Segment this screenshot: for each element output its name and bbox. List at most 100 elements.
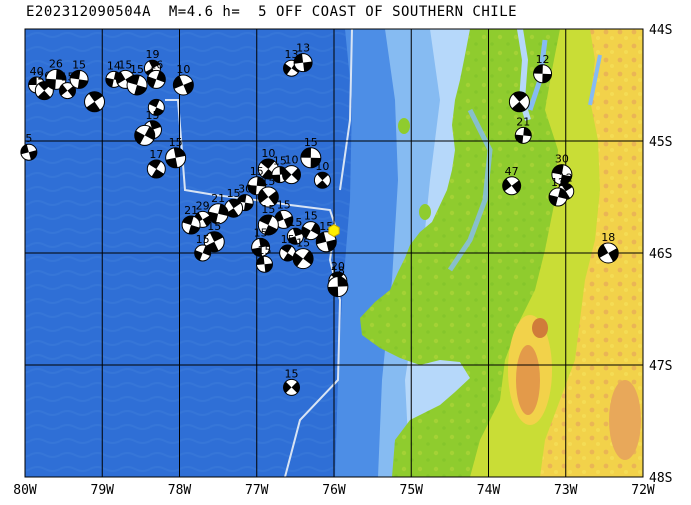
latitude-labels: 44S 45S 46S 47S 48S bbox=[649, 23, 672, 486]
focal-mechanism[interactable]: 30 bbox=[551, 153, 573, 186]
focal-mechanism[interactable]: 5 bbox=[20, 132, 38, 161]
focal-mechanism[interactable]: 15 bbox=[126, 63, 148, 96]
beachball-quadrant bbox=[608, 248, 619, 262]
focal-mechanism[interactable]: 15 bbox=[301, 210, 321, 241]
focal-mechanism[interactable]: 15 bbox=[255, 244, 273, 273]
beachball-quadrant bbox=[208, 211, 219, 224]
beachball-quadrant bbox=[243, 202, 254, 211]
beachball-quadrant bbox=[282, 168, 292, 182]
focal-mechanism[interactable]: 47 bbox=[502, 165, 522, 196]
depth-label: 15 bbox=[304, 136, 318, 149]
focal-mechanism[interactable]: 15 bbox=[257, 175, 279, 208]
focal-mechanism[interactable]: 15 bbox=[292, 237, 314, 270]
depth-label: 15 bbox=[118, 58, 132, 71]
beachball-quadrant bbox=[260, 159, 275, 169]
beachball-quadrant bbox=[310, 157, 321, 168]
beachball-quadrant bbox=[316, 232, 327, 245]
depth-label: 5 bbox=[25, 132, 32, 145]
focal-mechanism[interactable]: 17 bbox=[146, 148, 166, 179]
focal-mechanism[interactable]: 12 bbox=[533, 53, 553, 84]
lon-tick-label: 76W bbox=[322, 483, 346, 498]
beachball-quadrant bbox=[228, 199, 242, 209]
focal-mechanism[interactable]: 15 bbox=[69, 58, 89, 89]
focal-mechanism[interactable] bbox=[147, 98, 165, 116]
depth-label: 15 bbox=[250, 165, 264, 178]
focal-mechanism[interactable]: 15 bbox=[279, 233, 297, 262]
depth-label: 15 bbox=[207, 220, 221, 233]
lon-tick-label: 73W bbox=[554, 483, 578, 498]
focal-mechanism[interactable]: 18 bbox=[327, 265, 349, 298]
beachball-quadrant bbox=[552, 164, 564, 175]
beachball-quadrant bbox=[502, 178, 512, 192]
depth-label: 13 bbox=[296, 42, 310, 55]
focal-mechanism[interactable]: 10 bbox=[313, 160, 331, 189]
focal-mechanism[interactable] bbox=[134, 124, 156, 146]
focal-mechanism[interactable]: 15 bbox=[300, 136, 322, 169]
fjord-4 bbox=[447, 108, 493, 272]
beachball-quadrant bbox=[533, 64, 543, 74]
beachball-quadrant bbox=[598, 244, 609, 258]
beachball-quadrant bbox=[194, 250, 203, 261]
beachball-quadrant bbox=[127, 75, 140, 85]
depth-label: 26 bbox=[49, 57, 63, 70]
depth-label: 21 bbox=[184, 204, 198, 217]
beachball-quadrant bbox=[326, 239, 337, 252]
beachball-quadrant bbox=[28, 150, 37, 160]
beachball-quadrant bbox=[337, 276, 348, 287]
depth-label: 15 bbox=[257, 244, 271, 257]
focal-mechanism[interactable]: 16 bbox=[146, 58, 166, 89]
beachball-quadrant bbox=[188, 225, 200, 234]
depth-label: 14 bbox=[107, 59, 121, 72]
lon-tick-label: 77W bbox=[245, 483, 269, 498]
beachball-quadrant bbox=[156, 70, 166, 83]
lon-tick-label: 75W bbox=[400, 483, 424, 498]
land-peak-3 bbox=[532, 318, 548, 338]
beachball-quadrant bbox=[283, 63, 292, 75]
beachball-quadrant bbox=[86, 101, 101, 112]
focal-mechanism[interactable]: 15 bbox=[283, 367, 301, 396]
beachball-quadrant bbox=[149, 99, 160, 108]
focal-mechanism[interactable]: 18 bbox=[597, 231, 619, 264]
focal-mechanism[interactable]: 15 bbox=[251, 226, 271, 257]
focal-mechanism[interactable]: 21 bbox=[181, 204, 201, 235]
beachball-quadrant bbox=[256, 176, 266, 187]
epicenter-hexagon-icon[interactable] bbox=[328, 224, 340, 238]
focal-mechanism[interactable]: 13 bbox=[293, 42, 313, 73]
focal-mechanism[interactable]: 10 bbox=[282, 154, 302, 185]
beachball-quadrant bbox=[542, 73, 552, 83]
beachball-quadrant bbox=[511, 101, 526, 112]
focal-mechanism[interactable]: 15 bbox=[203, 220, 225, 253]
focal-mechanism[interactable] bbox=[84, 91, 106, 113]
focal-mechanism[interactable] bbox=[508, 91, 530, 113]
depth-label: 15 bbox=[227, 187, 241, 200]
beachball-quadrant bbox=[149, 120, 161, 130]
focal-mechanism[interactable]: 12 bbox=[548, 176, 568, 207]
focal-mechanism[interactable]: 15 bbox=[257, 203, 279, 236]
ridge-line bbox=[339, 29, 353, 191]
beachball-quadrant bbox=[151, 169, 164, 179]
beachball-quadrant bbox=[182, 216, 194, 225]
beachball-quadrant bbox=[561, 183, 573, 192]
beachball-quadrant bbox=[327, 286, 339, 297]
beachball-quadrant bbox=[144, 126, 155, 141]
focal-mechanism[interactable]: 15 bbox=[194, 233, 212, 262]
focal-mechanism[interactable]: 15 bbox=[165, 136, 187, 169]
beachball-quadrant bbox=[134, 85, 147, 96]
beachball-quadrant bbox=[512, 91, 527, 102]
focal-mechanism[interactable]: 26 bbox=[45, 57, 67, 90]
lat-tick-label: 47S bbox=[649, 359, 672, 374]
depth-label: 15 bbox=[254, 226, 268, 239]
depth-label: 10 bbox=[176, 63, 190, 76]
beachball-quadrant bbox=[20, 144, 29, 155]
depth-label: 15 bbox=[196, 233, 210, 246]
focal-mechanism[interactable]: 10 bbox=[172, 63, 194, 96]
focal-mechanism[interactable]: 21 bbox=[514, 115, 532, 144]
land-peak-2 bbox=[516, 345, 540, 415]
lon-tick-label: 79W bbox=[91, 483, 115, 498]
beachball-quadrant bbox=[259, 238, 270, 248]
lat-tick-label: 46S bbox=[649, 247, 672, 262]
beachball-quadrant bbox=[291, 381, 300, 394]
beachball-quadrant bbox=[218, 204, 229, 217]
beachball-quadrant bbox=[153, 107, 164, 116]
